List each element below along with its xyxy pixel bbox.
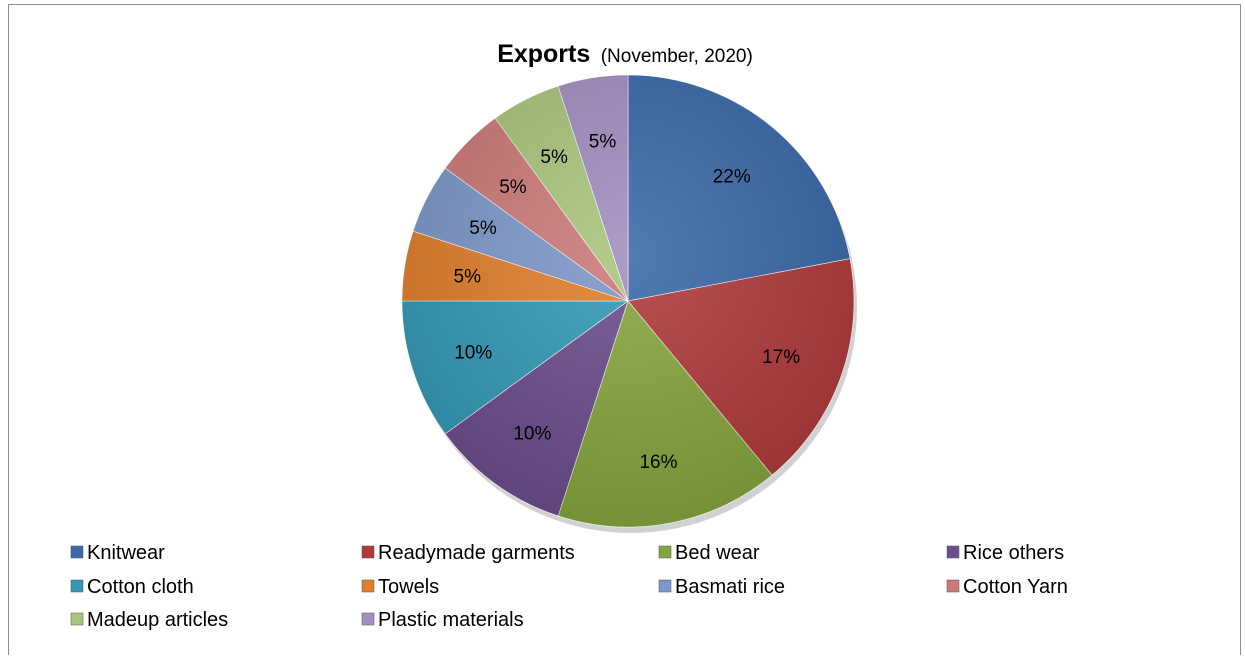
legend-label-rice-others: Rice others	[963, 542, 1064, 564]
pie-slices	[401, 74, 857, 533]
legend-item-basmati-rice: Basmati rice	[658, 576, 785, 598]
legend-label-bed-wear: Bed wear	[675, 542, 760, 564]
legend-label-knitwear: Knitwear	[87, 542, 165, 564]
legend-item-madeup-articles: Madeup articles	[70, 609, 228, 631]
legend-item-readymade-garments: Readymade garments	[361, 542, 575, 564]
chart-title-line: Exports (November, 2020)	[497, 40, 753, 68]
pie-chart: Exports (November, 2020) 22% 17% 16% 10% 10%…	[70, 40, 1068, 631]
data-label-readymade-garments: 17%	[762, 347, 800, 368]
legend-label-basmati-rice: Basmati rice	[675, 576, 785, 598]
legend-item-knitwear: Knitwear	[70, 542, 165, 564]
pie-shading	[402, 75, 854, 527]
legend-item-cotton-yarn: Cotton Yarn	[946, 576, 1068, 598]
legend-swatch-towels	[361, 579, 375, 593]
data-label-cotton-cloth: 10%	[454, 342, 492, 363]
legend-item-rice-others: Rice others	[946, 542, 1064, 564]
chart-frame: Exports (November, 2020) 22% 17% 16% 10% 10%…	[8, 4, 1241, 655]
data-label-towels: 5%	[454, 267, 482, 288]
legend-label-cotton-yarn: Cotton Yarn	[963, 576, 1068, 598]
legend: Knitwear Readymade garments Bed wear Rice o…	[70, 542, 1068, 631]
legend-swatch-knitwear	[70, 545, 84, 559]
legend-item-bed-wear: Bed wear	[658, 542, 760, 564]
data-label-cotton-yarn: 5%	[499, 177, 527, 198]
chart-title: Exports	[497, 40, 590, 68]
data-label-madeup-articles: 5%	[540, 147, 568, 168]
legend-label-towels: Towels	[378, 576, 439, 598]
pie-data-labels: 22%17%16%10%10%5%5%5%5%5%	[454, 131, 801, 473]
legend-swatch-rice-others	[946, 545, 960, 559]
legend-swatch-basmati-rice	[658, 579, 672, 593]
data-label-plastic-materials: 5%	[589, 131, 617, 152]
legend-label-plastic-materials: Plastic materials	[378, 609, 524, 631]
data-label-knitwear: 22%	[713, 167, 751, 188]
data-label-basmati-rice: 5%	[469, 218, 497, 239]
legend-item-cotton-cloth: Cotton cloth	[70, 576, 194, 598]
legend-swatch-cotton-cloth	[70, 579, 84, 593]
legend-label-madeup-articles: Madeup articles	[87, 609, 228, 631]
legend-swatch-plastic-materials	[361, 612, 375, 626]
legend-item-plastic-materials: Plastic materials	[361, 609, 524, 631]
chart-subtitle: (November, 2020)	[601, 46, 753, 67]
legend-item-towels: Towels	[361, 576, 439, 598]
data-label-bed-wear: 16%	[639, 452, 677, 473]
legend-swatch-bed-wear	[658, 545, 672, 559]
legend-label-cotton-cloth: Cotton cloth	[87, 576, 194, 598]
legend-swatch-readymade-garments	[361, 545, 375, 559]
legend-swatch-madeup-articles	[70, 612, 84, 626]
data-label-rice-others: 10%	[513, 424, 551, 445]
legend-label-readymade-garments: Readymade garments	[378, 542, 575, 564]
legend-swatch-cotton-yarn	[946, 579, 960, 593]
